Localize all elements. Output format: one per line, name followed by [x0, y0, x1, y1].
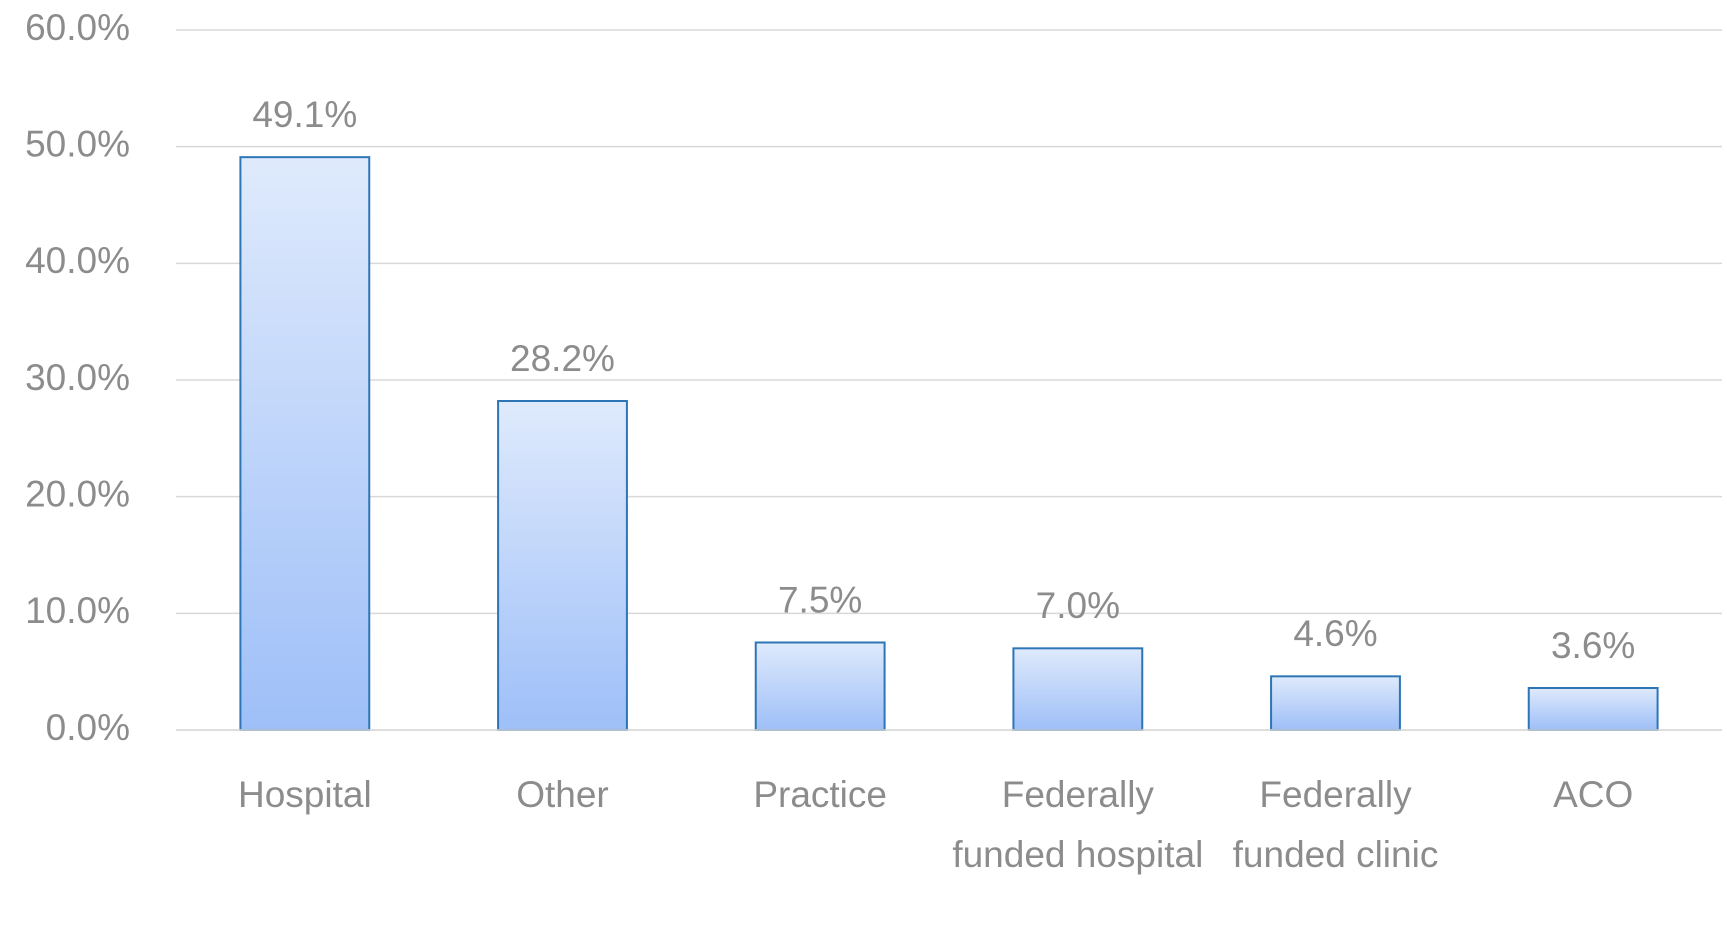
x-tick-label: Hospital [237, 774, 372, 815]
bar [1012, 647, 1144, 731]
y-tick-label: 10.0% [25, 590, 130, 631]
y-tick-label: 30.0% [25, 357, 130, 398]
x-tick-label: Practice [753, 774, 887, 815]
x-tick-label: Other [516, 774, 609, 815]
bar [239, 156, 371, 731]
bar [754, 641, 886, 731]
data-label: 28.2% [510, 338, 615, 379]
x-tick-label: Federally funded hospital [952, 774, 1204, 875]
y-tick-label: 40.0% [25, 240, 130, 281]
data-label: 7.0% [1036, 585, 1120, 626]
bar [497, 400, 628, 731]
x-tick-label: Federally funded clinic [1232, 774, 1439, 875]
y-tick-label: 50.0% [25, 123, 130, 164]
y-tick-label: 60.0% [25, 7, 130, 48]
data-label: 3.6% [1551, 625, 1635, 666]
y-tick-label: 0.0% [46, 707, 130, 748]
data-label: 7.5% [778, 579, 862, 620]
y-tick-label: 20.0% [25, 473, 130, 514]
bar [1270, 675, 1401, 731]
data-label: 49.1% [252, 94, 357, 135]
data-label: 4.6% [1293, 613, 1377, 654]
x-tick-label: ACO [1553, 774, 1634, 815]
bar [1527, 687, 1659, 731]
